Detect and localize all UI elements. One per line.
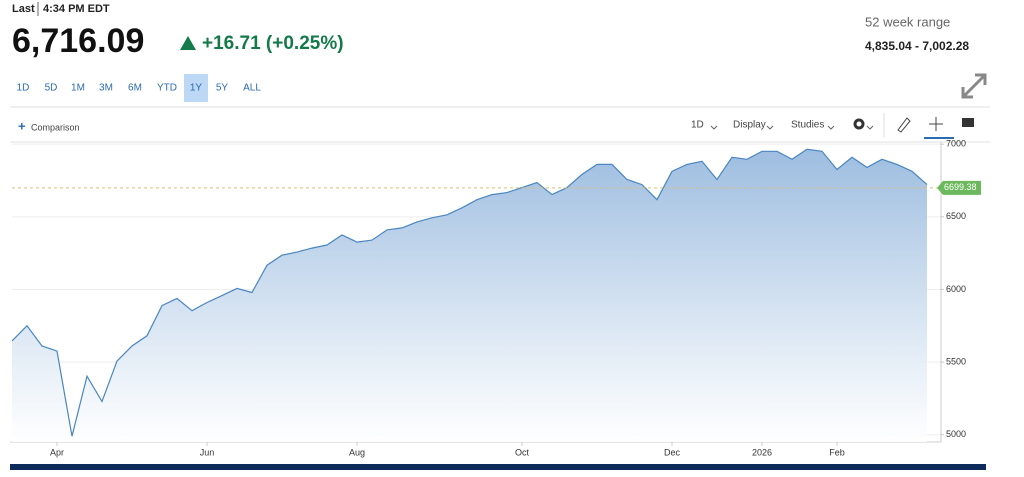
reference-tag <box>937 180 981 195</box>
range-button[interactable]: 5D <box>45 83 58 94</box>
studies[interactable]: Studies <box>791 120 824 131</box>
y-tick-label: 6000 <box>946 284 966 294</box>
range-button[interactable]: 1Y <box>190 83 203 94</box>
x-tick-label: 2026 <box>752 447 772 457</box>
range-value: 4,835.04 - 7,002.28 <box>865 39 969 53</box>
settings-icon[interactable] <box>853 118 865 130</box>
x-tick-label: Oct <box>515 447 530 457</box>
line <box>11 148 928 437</box>
range-button[interactable]: 3M <box>99 83 113 94</box>
x-tick-label: Dec <box>664 447 681 457</box>
bottom-bar <box>10 464 986 470</box>
interval[interactable]: 1D <box>691 120 704 131</box>
y-tick-label: 6500 <box>946 211 966 221</box>
range-button[interactable]: ALL <box>243 83 261 94</box>
change: +16.71 (+0.25%) <box>202 33 344 54</box>
x-tick-label: Jun <box>200 447 215 457</box>
range-title: 52 week range <box>865 14 950 29</box>
comment-icon[interactable] <box>962 118 974 127</box>
range-button[interactable]: 1D <box>17 83 30 94</box>
crosshair-icon[interactable] <box>929 117 943 131</box>
y-tick-label: 5000 <box>946 429 966 439</box>
range-button[interactable]: 5Y <box>216 83 229 94</box>
dropdown-arrows <box>710 125 874 130</box>
range-button[interactable]: YTD <box>157 83 177 94</box>
range-active <box>184 74 208 102</box>
plus-icon: + <box>18 118 26 133</box>
time: 4:34 PM EDT <box>43 3 110 15</box>
range-buttons: 1D 5D 1M 3M 6M YTD 1Y 5Y ALL <box>17 74 261 102</box>
x-tick-label: Apr <box>50 447 64 457</box>
y-tick-label: 7000 <box>946 139 966 149</box>
draw-icon[interactable] <box>897 117 911 133</box>
x-tick-label: Aug <box>349 447 365 457</box>
range-button[interactable]: 1M <box>71 83 85 94</box>
reference-label: 6699.38 <box>944 182 977 192</box>
area <box>12 149 927 443</box>
comparison[interactable]: Comparison <box>31 122 80 132</box>
expand-icon[interactable] <box>961 73 987 99</box>
last-label: Last <box>12 3 35 15</box>
y-tick-label: 5500 <box>946 356 966 366</box>
display[interactable]: Display <box>733 120 766 131</box>
price: 6,716.09 <box>12 22 144 60</box>
up-arrow <box>180 36 196 50</box>
range-button[interactable]: 6M <box>128 83 142 94</box>
x-tick-label: Feb <box>829 447 845 457</box>
